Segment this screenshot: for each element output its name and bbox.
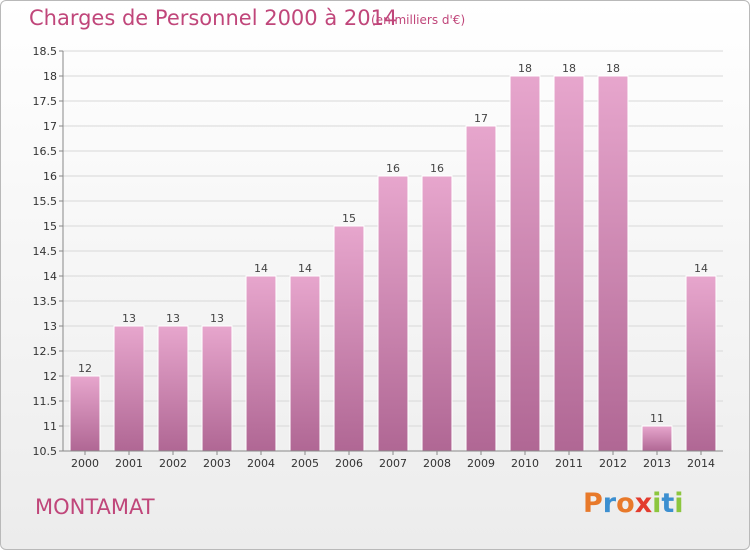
x-tick-label-2007: 2007 bbox=[379, 457, 407, 470]
bar-2011 bbox=[553, 75, 585, 452]
data-label-2010: 18 bbox=[518, 62, 532, 75]
bar-2010 bbox=[509, 75, 541, 452]
y-tick-label: 11 bbox=[43, 420, 57, 433]
logo-letter: r bbox=[602, 488, 617, 519]
y-tick-label: 18 bbox=[43, 70, 57, 83]
bar-2001 bbox=[113, 325, 145, 452]
logo-letter: x bbox=[634, 488, 653, 519]
y-tick-label: 18.5 bbox=[33, 45, 58, 58]
data-label-2003: 13 bbox=[210, 312, 224, 325]
y-tick-label: 15.5 bbox=[33, 195, 58, 208]
y-tick-label: 17 bbox=[43, 120, 57, 133]
data-label-2008: 16 bbox=[430, 162, 444, 175]
y-tick-label: 16.5 bbox=[33, 145, 58, 158]
x-tick-label-2002: 2002 bbox=[159, 457, 187, 470]
y-tick-label: 12 bbox=[43, 370, 57, 383]
data-label-2005: 14 bbox=[298, 262, 312, 275]
x-tick-label-2010: 2010 bbox=[511, 457, 539, 470]
x-tick-label-2001: 2001 bbox=[115, 457, 143, 470]
data-label-2002: 13 bbox=[166, 312, 180, 325]
logo-letter: i bbox=[652, 488, 662, 519]
y-tick-label: 13.5 bbox=[33, 295, 58, 308]
data-label-2014: 14 bbox=[694, 262, 708, 275]
x-tick-label-2006: 2006 bbox=[335, 457, 363, 470]
axes: 10.5 11 11.5 12 12.5 13 13.5 14 14.5 15 15.5 16 16.5… bbox=[33, 45, 723, 470]
x-tick-label-2013: 2013 bbox=[643, 457, 671, 470]
logo-letter: i bbox=[674, 488, 684, 519]
bar-2000 bbox=[69, 375, 101, 452]
bar-2003 bbox=[201, 325, 233, 452]
y-tick-label: 12.5 bbox=[33, 345, 58, 358]
bars: 12 13 13 13 14 14 15 16 16 17 18 18 18 11 14 bbox=[69, 62, 717, 452]
bar-2007 bbox=[377, 175, 409, 452]
data-label-2004: 14 bbox=[254, 262, 268, 275]
x-tick-label-2000: 2000 bbox=[71, 457, 99, 470]
data-label-2013: 11 bbox=[650, 412, 664, 425]
y-tick-label: 15 bbox=[43, 220, 57, 233]
bar-2012 bbox=[597, 75, 629, 452]
x-tick-label-2003: 2003 bbox=[203, 457, 231, 470]
x-tick-label-2014: 2014 bbox=[687, 457, 715, 470]
data-label-2009: 17 bbox=[474, 112, 488, 125]
bar-2002 bbox=[157, 325, 189, 452]
municipality-name: MONTAMAT bbox=[35, 495, 155, 519]
y-tick-label: 14 bbox=[43, 270, 57, 283]
data-label-2011: 18 bbox=[562, 62, 576, 75]
logo-letter: P bbox=[583, 488, 603, 519]
x-tick-label-2008: 2008 bbox=[423, 457, 451, 470]
x-tick-label-2012: 2012 bbox=[599, 457, 627, 470]
y-tick-label: 16 bbox=[43, 170, 57, 183]
chart-title: Charges de Personnel 2000 à 2014 bbox=[29, 6, 398, 30]
proxiti-logo: Proxiti bbox=[583, 488, 684, 519]
y-tick-label: 14.5 bbox=[33, 245, 58, 258]
data-label-2006: 15 bbox=[342, 212, 356, 225]
y-tick-label: 11.5 bbox=[33, 395, 58, 408]
bar-2013 bbox=[641, 425, 673, 452]
data-label-2000: 12 bbox=[78, 362, 92, 375]
bar-2014 bbox=[685, 275, 717, 452]
data-label-2007: 16 bbox=[386, 162, 400, 175]
x-tick-label-2011: 2011 bbox=[555, 457, 583, 470]
x-tick-label-2009: 2009 bbox=[467, 457, 495, 470]
bar-2008 bbox=[421, 175, 453, 452]
bar-2005 bbox=[289, 275, 321, 452]
y-tick-label: 13 bbox=[43, 320, 57, 333]
x-tick-label-2005: 2005 bbox=[291, 457, 319, 470]
x-tick-label-2004: 2004 bbox=[247, 457, 275, 470]
y-tick-label: 10.5 bbox=[33, 445, 58, 458]
logo-letter: o bbox=[616, 488, 635, 519]
bar-2004 bbox=[245, 275, 277, 452]
bar-2006 bbox=[333, 225, 365, 452]
bar-2009 bbox=[465, 125, 497, 452]
data-label-2001: 13 bbox=[122, 312, 136, 325]
y-tick-label: 17.5 bbox=[33, 95, 58, 108]
chart-subtitle: (en milliers d'€) bbox=[371, 13, 466, 27]
data-label-2012: 18 bbox=[606, 62, 620, 75]
logo-letter: t bbox=[661, 488, 675, 519]
